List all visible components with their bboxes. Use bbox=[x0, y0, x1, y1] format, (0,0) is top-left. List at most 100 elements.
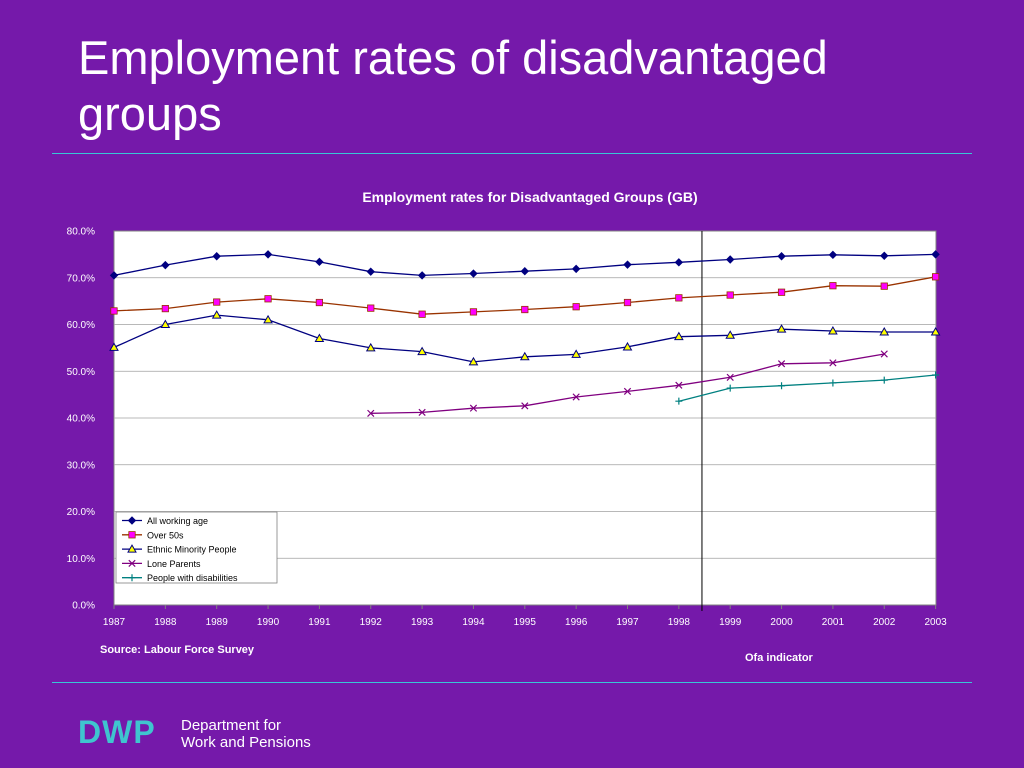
data-point bbox=[571, 264, 581, 274]
data-point bbox=[880, 282, 888, 290]
data-point bbox=[314, 333, 325, 343]
x-tick-label: 1990 bbox=[257, 617, 280, 628]
x-tick-label: 1995 bbox=[514, 617, 537, 628]
data-point bbox=[263, 314, 273, 324]
data-point bbox=[469, 269, 478, 278]
series-all-working-age bbox=[109, 250, 940, 280]
legend-label: Lone Parents bbox=[147, 559, 201, 569]
data-point bbox=[777, 288, 786, 296]
slide-title: Employment rates of disadvantaged groups bbox=[78, 31, 828, 140]
data-point bbox=[417, 346, 427, 356]
legend-marker bbox=[127, 516, 137, 525]
series-over-50s bbox=[110, 273, 940, 318]
series-ethnic-minority-people bbox=[109, 310, 941, 366]
data-point bbox=[828, 250, 838, 260]
data-point bbox=[572, 393, 580, 401]
series-people-with-disabilities bbox=[675, 371, 940, 405]
logo-line-2: Work and Pensions bbox=[181, 734, 311, 751]
data-point bbox=[726, 373, 734, 381]
data-point bbox=[469, 308, 478, 316]
data-point bbox=[572, 303, 580, 311]
data-point bbox=[880, 350, 888, 358]
data-point bbox=[776, 324, 787, 333]
x-tick-label: 1988 bbox=[154, 617, 177, 628]
y-tick-label: 30.0% bbox=[67, 460, 95, 471]
x-tick-label: 2002 bbox=[873, 617, 896, 628]
data-point bbox=[315, 298, 324, 307]
data-point bbox=[521, 402, 529, 410]
x-tick-label: 1993 bbox=[411, 617, 434, 628]
data-point bbox=[879, 326, 890, 336]
data-point bbox=[417, 271, 427, 280]
data-point bbox=[675, 381, 683, 389]
data-point bbox=[623, 260, 632, 269]
data-point bbox=[675, 397, 683, 405]
legend-marker bbox=[128, 574, 136, 582]
data-point bbox=[932, 273, 940, 281]
legend-entry: All working age bbox=[122, 516, 208, 526]
data-point bbox=[726, 291, 734, 299]
dwp-logo-text: Department for Work and Pensions bbox=[181, 717, 311, 751]
data-point bbox=[674, 258, 684, 267]
data-point bbox=[778, 382, 786, 390]
legend-label: All working age bbox=[147, 516, 208, 526]
data-point bbox=[571, 349, 582, 358]
x-tick-label: 1997 bbox=[616, 617, 639, 628]
y-tick-label: 10.0% bbox=[67, 554, 95, 565]
data-point bbox=[161, 305, 169, 313]
x-tick-label: 1999 bbox=[719, 617, 742, 628]
legend-marker bbox=[127, 544, 137, 553]
data-point bbox=[315, 257, 324, 267]
y-tick-label: 40.0% bbox=[67, 414, 95, 425]
dwp-logo-mark: DWP bbox=[78, 714, 156, 750]
data-point bbox=[109, 271, 119, 280]
data-point bbox=[366, 267, 375, 276]
data-point bbox=[520, 266, 530, 276]
data-point bbox=[777, 360, 786, 368]
data-point bbox=[623, 298, 632, 307]
x-tick-label: 1994 bbox=[462, 617, 485, 628]
data-point bbox=[469, 404, 478, 412]
data-point bbox=[829, 379, 837, 387]
x-tick-label: 1989 bbox=[206, 617, 229, 628]
data-point bbox=[725, 330, 736, 339]
series-lone-parents bbox=[367, 350, 888, 417]
data-point bbox=[828, 326, 838, 335]
y-tick-label: 80.0% bbox=[67, 227, 95, 238]
x-tick-label: 1991 bbox=[308, 617, 331, 628]
data-point bbox=[161, 260, 170, 270]
chart-title: Employment rates for Disadvantaged Group… bbox=[362, 189, 698, 205]
legend-box bbox=[115, 511, 278, 584]
data-point bbox=[264, 295, 272, 303]
legend-entry: Lone Parents bbox=[122, 559, 201, 569]
data-point bbox=[418, 408, 426, 417]
x-tick-label: 1992 bbox=[360, 617, 383, 628]
logo-line-1: Department for bbox=[181, 717, 282, 734]
data-point bbox=[212, 252, 221, 261]
data-point bbox=[829, 359, 837, 367]
footer-divider bbox=[52, 682, 972, 683]
y-tick-label: 0.0% bbox=[72, 601, 95, 612]
data-point bbox=[519, 351, 530, 361]
data-point bbox=[932, 371, 940, 379]
data-point bbox=[777, 252, 786, 261]
x-tick-label: 2003 bbox=[924, 617, 947, 628]
y-tick-label: 50.0% bbox=[67, 367, 95, 378]
data-point bbox=[829, 282, 837, 290]
legend-entry: People with disabilities bbox=[122, 573, 238, 583]
legend-entry: Over 50s bbox=[122, 530, 184, 540]
data-point bbox=[109, 342, 119, 351]
ofa-indicator-label: Ofa indicator bbox=[745, 652, 813, 664]
data-point bbox=[726, 384, 734, 392]
data-point bbox=[367, 304, 375, 312]
data-point bbox=[211, 310, 222, 319]
data-point bbox=[213, 298, 221, 306]
data-point bbox=[365, 342, 376, 352]
data-point bbox=[675, 294, 683, 302]
legend-label: People with disabilities bbox=[147, 573, 238, 583]
data-point bbox=[110, 307, 118, 315]
data-point bbox=[263, 250, 273, 259]
data-point bbox=[880, 251, 889, 260]
legend-label: Ethnic Minority People bbox=[147, 545, 237, 555]
